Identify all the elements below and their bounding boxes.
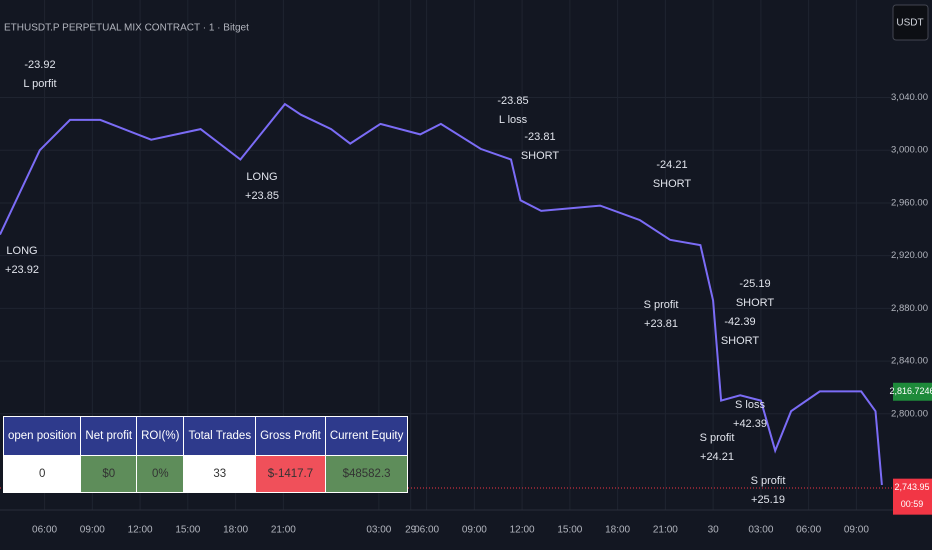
trade-annotation: +23.85 <box>245 190 279 202</box>
table-header-cell: ROI(%) <box>136 416 185 456</box>
y-tick-label: 2,800.00 <box>891 408 928 419</box>
trade-annotation: -23.85 <box>497 95 528 107</box>
x-tick-label: 09:00 <box>462 525 487 536</box>
trade-annotation: SHORT <box>736 297 775 309</box>
x-tick-label: 06:00 <box>414 525 439 536</box>
x-tick-label: 12:00 <box>128 525 153 536</box>
table-header-cell: Total Trades <box>183 416 257 456</box>
x-tick-label: 09:00 <box>80 525 105 536</box>
table-row: 0 $0 0% 33 $-1417.7 $48582.3 <box>2 455 409 493</box>
trade-annotation: L porfit <box>23 78 56 90</box>
symbol-title: ETHUSDT.P PERPETUAL MIX CONTRACT · 1 · B… <box>4 23 249 34</box>
table-header: open position Net profit ROI(%) Total Trade… <box>2 416 409 456</box>
x-tick-label: 21:00 <box>653 525 678 536</box>
trade-annotation: +25.19 <box>751 494 785 506</box>
y-tick-label: 2,880.00 <box>891 303 928 314</box>
x-tick-label: 06:00 <box>32 525 57 536</box>
x-tick-label: 18:00 <box>605 525 630 536</box>
table-cell: 0 <box>2 455 82 493</box>
table-cell: $48582.3 <box>324 455 409 493</box>
x-tick-label: 30 <box>708 525 720 536</box>
x-tick-label: 15:00 <box>557 525 582 536</box>
trade-annotation: +42.39 <box>733 418 767 430</box>
price-tag-timer: 00:59 <box>901 499 924 509</box>
x-tick-label: 03:00 <box>748 525 773 536</box>
trade-annotation: +23.92 <box>5 264 39 276</box>
y-tick-label: 3,000.00 <box>891 145 928 156</box>
y-tick-label: 2,960.00 <box>891 197 928 208</box>
table-header-cell: Gross Profit <box>255 416 326 456</box>
y-tick-label: 3,040.00 <box>891 92 928 103</box>
x-tick-label: 09:00 <box>844 525 869 536</box>
trade-annotation: SHORT <box>653 178 692 190</box>
price-tag <box>893 478 932 515</box>
trade-annotation: LONG <box>246 171 277 183</box>
trade-annotation: -24.21 <box>656 159 687 171</box>
trade-annotation: S profit <box>751 475 786 487</box>
trade-annotation: SHORT <box>721 335 760 347</box>
trade-annotation: -42.39 <box>724 316 755 328</box>
x-tick-label: 15:00 <box>175 525 200 536</box>
trade-annotation: -25.19 <box>739 278 770 290</box>
y-tick-label: 2,920.00 <box>891 250 928 261</box>
trade-annotation: S loss <box>735 399 765 411</box>
trade-annotation: S profit <box>700 432 735 444</box>
x-tick-label: 18:00 <box>223 525 248 536</box>
x-tick-label: 12:00 <box>510 525 535 536</box>
price-tag-label: 2,743.95 <box>894 482 929 492</box>
grid <box>0 0 893 510</box>
table-cell: $-1417.7 <box>255 455 326 493</box>
trade-annotation: +24.21 <box>700 451 734 463</box>
table-header-cell: open position <box>2 416 82 456</box>
price-line <box>0 102 883 486</box>
table-cell: 33 <box>183 455 257 493</box>
table-header-cell: Current Equity <box>324 416 409 456</box>
price-tag-label: 2,816.7246 <box>889 386 932 396</box>
currency-label[interactable]: USDT <box>896 18 923 29</box>
trade-annotation: -23.92 <box>24 59 55 71</box>
trade-annotation: LONG <box>6 245 37 257</box>
trade-annotation: SHORT <box>521 150 560 162</box>
currency-button[interactable] <box>892 4 929 41</box>
trade-annotation: -23.81 <box>524 131 555 143</box>
x-tick-label: 29 <box>405 525 417 536</box>
x-tick-label: 06:00 <box>796 525 821 536</box>
table-cell: 0% <box>136 455 185 493</box>
trade-annotation: L loss <box>499 114 528 126</box>
trade-annotation: +23.81 <box>644 318 678 330</box>
stats-table: open position Net profit ROI(%) Total Trade… <box>2 416 409 493</box>
price-tag <box>893 382 932 401</box>
x-tick-label: 03:00 <box>366 525 391 536</box>
price-axis <box>893 0 932 550</box>
trade-annotation: S profit <box>644 299 679 311</box>
y-tick-label: 2,840.00 <box>891 356 928 367</box>
x-tick-label: 21:00 <box>271 525 296 536</box>
table-header-cell: Net profit <box>80 416 138 456</box>
table-cell: $0 <box>80 455 138 493</box>
